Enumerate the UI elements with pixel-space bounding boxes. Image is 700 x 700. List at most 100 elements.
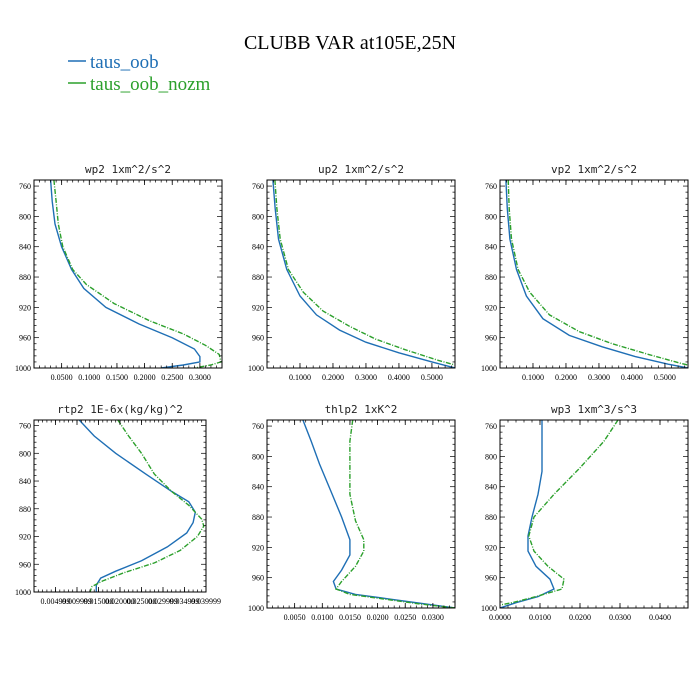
x-tick-label: 0.015000 xyxy=(84,597,114,606)
panel-5: wp3 1xm^3/s^3 760 800 840 880 920 960 10000.000… xyxy=(481,403,689,622)
panel-title: wp2 1xm^2/s^2 xyxy=(85,163,171,176)
panel-title: thlp2 1xK^2 xyxy=(325,403,398,416)
series-line-taus-oob-nozm xyxy=(53,180,222,368)
x-tick-label: 0.009999 xyxy=(62,597,92,606)
y-tick-label: 800 xyxy=(485,452,497,461)
x-tick-label: 0.1000 xyxy=(289,373,311,382)
x-tick-label: 0.0250 xyxy=(394,613,416,622)
y-tick-label: 760 xyxy=(19,422,31,431)
series-line-taus-oob xyxy=(272,180,455,368)
plot-frame xyxy=(33,179,223,369)
y-tick-label: 920 xyxy=(252,303,264,312)
y-tick-label: 800 xyxy=(19,449,31,458)
y-tick-label: 920 xyxy=(252,543,264,552)
series-line-taus-oob xyxy=(302,420,455,608)
plot-frame xyxy=(266,179,456,369)
series-line-taus-oob-nozm xyxy=(274,180,455,366)
series-line-taus-oob-nozm xyxy=(334,420,455,608)
y-tick-label: 1000 xyxy=(15,588,31,597)
panel-title: rtp2 1E-6x(kg/kg)^2 xyxy=(57,403,183,416)
y-tick-label: 1000 xyxy=(248,364,264,373)
y-tick-label: 880 xyxy=(485,513,497,522)
plot-frame xyxy=(266,419,456,609)
panel-3: rtp2 1E-6x(kg/kg)^2 760 800 840 880 920 960 100… xyxy=(15,403,221,606)
plot-frame xyxy=(499,419,689,609)
x-tick-label: 0.0150 xyxy=(339,613,361,622)
x-tick-label: 0.1000 xyxy=(522,373,544,382)
y-tick-label: 760 xyxy=(485,422,497,431)
x-tick-label: 0.0100 xyxy=(529,613,551,622)
y-tick-label: 840 xyxy=(19,243,31,252)
y-tick-label: 840 xyxy=(485,243,497,252)
y-tick-label: 880 xyxy=(252,513,264,522)
x-tick-label: 0.5000 xyxy=(421,373,443,382)
panels: wp2 1xm^2/s^2 760 800 840 880 920 960 1000 0.050… xyxy=(15,163,689,622)
y-tick-label: 920 xyxy=(485,303,497,312)
x-tick-label: 0.039999 xyxy=(191,597,221,606)
series-line-taus-oob-nozm xyxy=(500,420,619,606)
legend-label-taus-oob-nozm: taus_oob_nozm xyxy=(90,74,211,95)
x-tick-label: 0.5000 xyxy=(654,373,676,382)
y-tick-label: 800 xyxy=(252,212,264,221)
series-line-taus-oob-nozm xyxy=(89,420,205,592)
x-tick-label: 0.0200 xyxy=(367,613,389,622)
x-tick-label: 0.2000 xyxy=(322,373,344,382)
x-tick-label: 0.3000 xyxy=(588,373,610,382)
x-tick-label: 0.029999 xyxy=(148,597,178,606)
y-tick-label: 1000 xyxy=(481,364,497,373)
y-tick-label: 920 xyxy=(19,533,31,542)
y-tick-label: 960 xyxy=(252,334,264,343)
legend-label-taus-oob: taus_oob xyxy=(90,52,159,73)
y-tick-label: 960 xyxy=(485,574,497,583)
y-tick-label: 960 xyxy=(19,334,31,343)
x-tick-label: 0.2000 xyxy=(134,373,156,382)
y-tick-label: 840 xyxy=(19,477,31,486)
x-tick-label: 0.4000 xyxy=(388,373,410,382)
x-tick-label: 0.025000 xyxy=(127,597,157,606)
x-tick-label: 0.2000 xyxy=(555,373,577,382)
y-tick-label: 800 xyxy=(19,212,31,221)
y-tick-label: 1000 xyxy=(15,364,31,373)
x-tick-label: 0.0100 xyxy=(311,613,333,622)
legend: taus_oob taus_oob_nozm xyxy=(68,52,211,95)
y-tick-label: 840 xyxy=(252,483,264,492)
x-tick-label: 0.3000 xyxy=(189,373,211,382)
x-tick-label: 0.0200 xyxy=(569,613,591,622)
x-tick-label: 0.0000 xyxy=(489,613,511,622)
x-tick-label: 0.0300 xyxy=(422,613,444,622)
panel-title: wp3 1xm^3/s^3 xyxy=(551,403,637,416)
y-tick-label: 920 xyxy=(19,303,31,312)
y-tick-label: 960 xyxy=(485,334,497,343)
x-tick-label: 0.1500 xyxy=(106,373,128,382)
y-tick-label: 880 xyxy=(252,273,264,282)
series-line-taus-oob xyxy=(78,420,197,592)
panel-title: up2 1xm^2/s^2 xyxy=(318,163,404,176)
panel-2: vp2 1xm^2/s^2 760 800 840 880 920 960 1000 0.100… xyxy=(481,163,689,382)
x-tick-label: 0.0050 xyxy=(284,613,306,622)
y-tick-label: 800 xyxy=(252,452,264,461)
panel-1: up2 1xm^2/s^2 760 800 840 880 920 960 1000 0.100… xyxy=(248,163,456,382)
y-tick-label: 840 xyxy=(252,243,264,252)
x-tick-label: 0.004999 xyxy=(41,597,71,606)
series-line-taus-oob-nozm xyxy=(507,180,688,366)
y-tick-label: 840 xyxy=(485,483,497,492)
panel-title: vp2 1xm^2/s^2 xyxy=(551,163,637,176)
series-line-taus-oob xyxy=(505,180,688,368)
y-tick-label: 1000 xyxy=(481,604,497,613)
y-tick-label: 760 xyxy=(252,182,264,191)
y-tick-label: 880 xyxy=(19,273,31,282)
x-tick-label: 0.0300 xyxy=(609,613,631,622)
plot-frame xyxy=(33,419,207,593)
series-line-taus-oob xyxy=(500,420,555,608)
x-tick-label: 0.2500 xyxy=(161,373,183,382)
y-tick-label: 1000 xyxy=(248,604,264,613)
y-tick-label: 760 xyxy=(485,182,497,191)
x-tick-label: 0.0500 xyxy=(51,373,73,382)
y-tick-label: 960 xyxy=(19,560,31,569)
x-tick-label: 0.4000 xyxy=(621,373,643,382)
y-tick-label: 960 xyxy=(252,574,264,583)
y-tick-label: 760 xyxy=(19,182,31,191)
y-tick-label: 760 xyxy=(252,422,264,431)
figure-title: CLUBB VAR at105E,25N xyxy=(244,32,456,54)
